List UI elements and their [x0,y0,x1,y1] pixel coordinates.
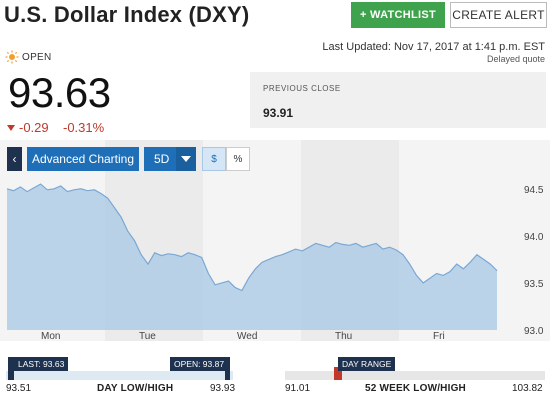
advanced-charting-button[interactable]: Advanced Charting [27,147,139,171]
time-range-label: 5D [154,152,170,166]
dollar-toggle-button[interactable]: $ [202,147,226,171]
price-change-percent: -0.31% [63,120,105,135]
last-updated: Last Updated: Nov 17, 2017 at 1:41 p.m. … [322,41,545,53]
percent-toggle-button[interactable]: % [226,147,250,171]
price-change: -0.29 [19,120,49,135]
chevron-down-icon [176,147,196,171]
page-title: U.S. Dollar Index (DXY) [4,2,250,27]
y-tick-label: 93.0 [524,326,544,337]
x-tick-label: Fri [433,331,445,341]
watchlist-button[interactable]: + WATCHLIST [351,2,445,28]
last-tag: LAST: 93.63 [14,357,69,371]
x-tick-label: Wed [237,331,257,341]
y-tick-label: 93.5 [524,279,544,290]
y-tick-label: 94.5 [524,185,544,196]
previous-close-value: 93.91 [263,106,294,120]
x-tick-label: Thu [335,331,352,341]
down-arrow-icon [7,125,15,131]
collapse-toolbar-button[interactable]: ‹ [7,147,22,171]
day-range-tag: DAY RANGE [338,357,396,371]
week52-high: 103.82 [512,383,543,394]
week52-range-caption: 52 WEEK LOW/HIGH [365,383,466,394]
time-range-select[interactable]: 5D [144,147,196,171]
day-low: 93.51 [6,383,32,394]
price-line [6,183,498,292]
week52-range-track [285,371,545,380]
week52-marker [334,367,342,380]
x-tick-label: Tue [139,331,156,341]
day-range-caption: DAY LOW/HIGH [97,383,174,394]
create-alert-button[interactable]: CREATE ALERT [450,2,547,28]
x-tick-label: Mon [41,331,60,341]
last-marker [8,357,14,380]
previous-close-label: PREVIOUS CLOSE [263,84,341,93]
day-range-track [6,371,233,380]
open-tag: OPEN: 93.87 [170,357,229,371]
market-status: OPEN [22,52,52,63]
week52-low: 91.01 [285,383,311,394]
y-tick-label: 94.0 [524,232,544,243]
price-area [7,184,497,330]
previous-close-panel [250,72,546,128]
day-high: 93.93 [210,383,236,394]
price: 93.63 [8,69,111,116]
delayed-note: Delayed quote [486,54,545,64]
price-chart[interactable]: 94.5 94.0 93.5 93.0 Mon Tue Wed Thu Fri [0,140,550,341]
sun-icon [5,50,19,64]
